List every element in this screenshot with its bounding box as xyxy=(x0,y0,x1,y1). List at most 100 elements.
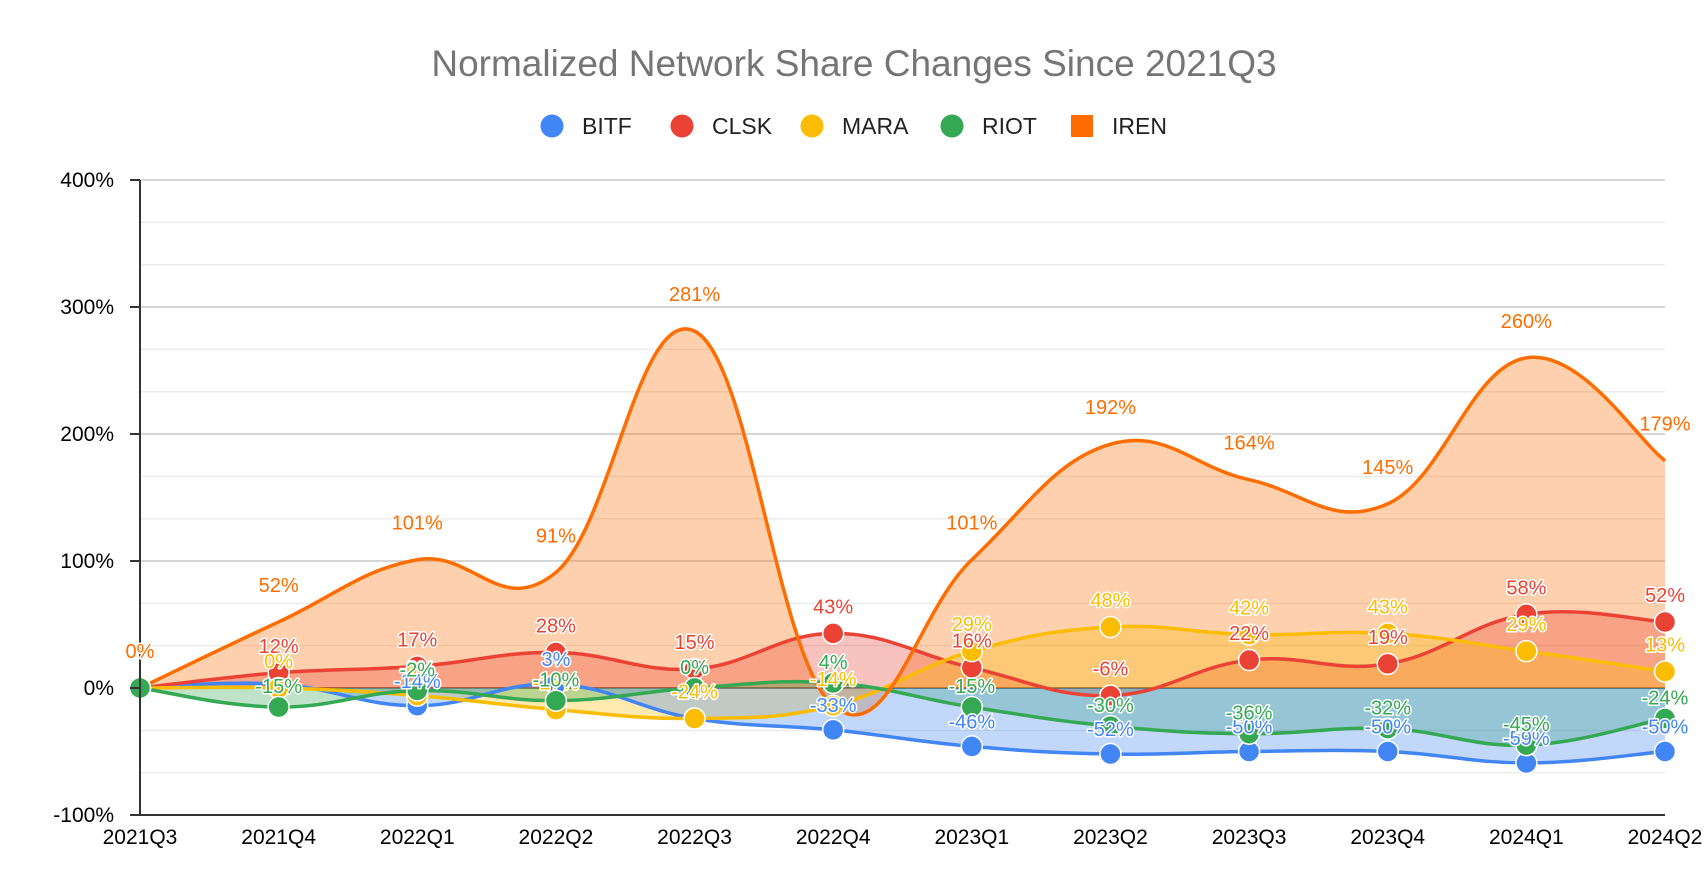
point-clsk xyxy=(1237,648,1261,672)
y-tick-label: 300% xyxy=(60,296,114,319)
x-tick-label: 2022Q3 xyxy=(657,826,732,849)
point-clsk xyxy=(821,622,845,645)
data-label-iren: 0% xyxy=(126,641,155,663)
x-tick-label: 2023Q1 xyxy=(934,826,1009,849)
data-label-bitf: -14% xyxy=(394,671,441,693)
data-label-riot: 4% xyxy=(819,652,848,674)
data-label-riot: -32% xyxy=(1364,698,1411,720)
data-label-riot: -24% xyxy=(1642,687,1689,709)
x-tick-label: 2023Q2 xyxy=(1073,826,1148,849)
legend-label: MARA xyxy=(842,113,909,139)
data-label-bitf: -33% xyxy=(810,695,857,717)
point-mara xyxy=(1099,615,1122,639)
data-label-clsk: 52% xyxy=(1645,585,1685,607)
legend-swatch xyxy=(940,114,964,138)
data-label-clsk: 19% xyxy=(1368,627,1408,649)
data-label-mara: -17% xyxy=(533,673,580,695)
x-tick-label: 2024Q1 xyxy=(1489,826,1564,849)
data-label-iren: 192% xyxy=(1085,397,1136,419)
point-mara xyxy=(960,639,984,663)
data-label-mara: -14% xyxy=(810,669,857,691)
point-mara xyxy=(1376,622,1399,645)
x-tick-label: 2023Q3 xyxy=(1212,826,1287,849)
data-label-iren: 260% xyxy=(1501,311,1552,333)
data-label-mara: 43% xyxy=(1368,596,1408,618)
gridlines xyxy=(140,179,1665,816)
chart-title: Normalized Network Share Changes Since 2… xyxy=(431,43,1276,84)
tick-labels: -100% 0% 100% 200% 300% 400% 2021Q3 2021Q4 2022Q… xyxy=(53,169,1702,849)
data-label-riot: 0% xyxy=(680,657,709,679)
point-riot xyxy=(683,676,706,700)
data-label-mara: 29% xyxy=(952,614,992,636)
point-mara xyxy=(1237,623,1261,646)
series-markers xyxy=(128,603,1677,775)
point-riot xyxy=(960,695,984,719)
data-label-clsk: 16% xyxy=(952,631,992,653)
data-label-mara: -6% xyxy=(399,659,435,681)
y-tick-label: 200% xyxy=(60,423,114,446)
area-bitf xyxy=(140,683,1665,763)
y-tick-label: 100% xyxy=(60,550,114,573)
point-clsk xyxy=(1376,652,1399,676)
point-mara xyxy=(683,707,706,730)
data-label-iren: 145% xyxy=(1362,457,1413,479)
data-label-clsk: 22% xyxy=(1229,623,1269,645)
x-tick-label: 2021Q3 xyxy=(103,826,178,849)
data-label-iren: 101% xyxy=(392,513,443,535)
point-mara xyxy=(1653,660,1677,683)
legend-swatch xyxy=(670,114,694,138)
y-tick-label: 0% xyxy=(84,677,114,700)
legend-item-riot: RIOT xyxy=(940,113,1037,139)
area-clsk xyxy=(140,611,1665,696)
data-label-bitf: -59% xyxy=(1503,728,1550,750)
point-bitf xyxy=(1376,740,1399,763)
data-label-mara: 29% xyxy=(1506,614,1546,636)
point-riot xyxy=(1376,717,1399,740)
point-riot xyxy=(1237,722,1261,745)
x-tick-label: 2024Q2 xyxy=(1628,826,1703,849)
data-label-iren: 281% xyxy=(669,284,720,306)
data-label-clsk: 17% xyxy=(397,629,437,651)
data-label-clsk: 15% xyxy=(675,632,715,654)
data-label-mara: 42% xyxy=(1229,598,1269,620)
point-riot xyxy=(1099,714,1122,738)
legend-label: IREN xyxy=(1112,113,1167,139)
point-riot xyxy=(1515,733,1538,757)
data-label-riot: -15% xyxy=(255,676,302,698)
data-labels: -14% 3% -33% -46% -52% -50% -50% -59% -50% 12% 17%… xyxy=(124,283,1692,752)
point-bitf xyxy=(960,735,984,758)
data-label-clsk: 12% xyxy=(259,636,299,658)
data-label-riot: -10% xyxy=(533,670,580,692)
data-label-iren: 101% xyxy=(946,513,997,535)
x-tick-label: 2023Q4 xyxy=(1350,826,1425,849)
legend-label: RIOT xyxy=(982,113,1037,139)
legend-label: BITF xyxy=(582,113,632,139)
legend-swatch xyxy=(1071,115,1093,137)
data-label-bitf: -50% xyxy=(1226,717,1273,739)
area-mara xyxy=(140,626,1665,719)
legend-item-clsk: CLSK xyxy=(670,113,773,139)
legend-item-bitf: BITF xyxy=(540,113,632,139)
point-bitf xyxy=(1653,740,1677,763)
data-label-riot: -36% xyxy=(1226,703,1273,725)
data-label-mara: 48% xyxy=(1090,590,1130,612)
data-label-clsk: -6% xyxy=(1093,659,1129,681)
y-tick-label: 400% xyxy=(60,169,114,192)
legend: BITF CLSK MARA RIOT IREN xyxy=(540,113,1167,139)
data-label-riot: -2% xyxy=(399,660,435,682)
point-mara xyxy=(821,694,845,718)
data-label-bitf: -50% xyxy=(1642,717,1689,739)
point-riot xyxy=(406,679,429,702)
data-label-iren: 179% xyxy=(1639,414,1690,436)
legend-swatch xyxy=(540,114,564,138)
point-bitf xyxy=(821,718,845,742)
axes xyxy=(130,179,1665,816)
data-label-bitf: -46% xyxy=(948,711,995,733)
data-label-iren: 52% xyxy=(259,575,299,597)
point-riot xyxy=(821,671,845,695)
data-label-mara: 13% xyxy=(1645,634,1685,656)
point-bitf xyxy=(1099,742,1122,766)
legend-item-mara: MARA xyxy=(800,113,909,139)
point-mara xyxy=(1515,639,1538,663)
